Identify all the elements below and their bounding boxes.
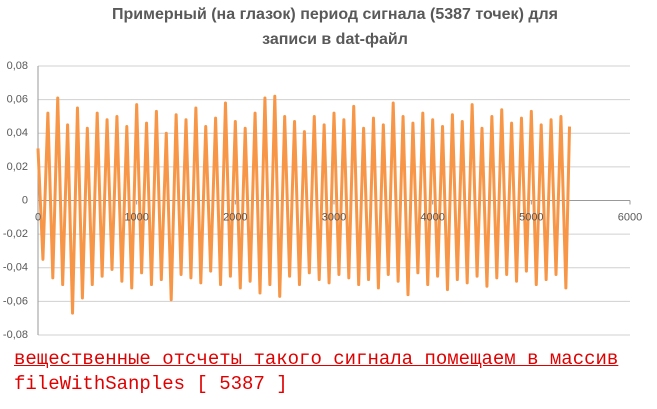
- x-tick-label: 1000: [124, 211, 148, 223]
- caption: вещественные отсчеты такого сигнала поме…: [14, 348, 619, 370]
- caption: fileWithSanples [ 5387 ]: [14, 373, 288, 395]
- x-tick-label: 2000: [223, 211, 247, 223]
- x-tick-label: 4000: [420, 211, 444, 223]
- y-tick-label: 0,06: [7, 94, 28, 106]
- y-tick-label: -0,02: [3, 228, 28, 240]
- y-tick-label: -0,06: [3, 295, 28, 307]
- chart: -0,08 -0,06 -0,04 -0,02 0 0,02 0,04 0,06 0,08 0 10…: [3, 60, 642, 341]
- chart-title: Примерный (на глазок) период сигнала (53…: [112, 6, 558, 48]
- y-tick-label: -0,08: [3, 329, 28, 341]
- signal-line: [36, 94, 572, 315]
- x-tick-label: 5000: [519, 211, 543, 223]
- x-tick-label: 0: [35, 211, 41, 223]
- y-tick-label: -0,04: [3, 262, 28, 274]
- y-tick-label: 0,04: [7, 127, 28, 139]
- y-tick-label: 0,02: [7, 161, 28, 173]
- y-tick-label: 0: [22, 194, 28, 206]
- x-tick-label: 6000: [618, 211, 642, 223]
- y-tick-label: 0,08: [7, 60, 28, 72]
- x-tick-label: 3000: [322, 211, 346, 223]
